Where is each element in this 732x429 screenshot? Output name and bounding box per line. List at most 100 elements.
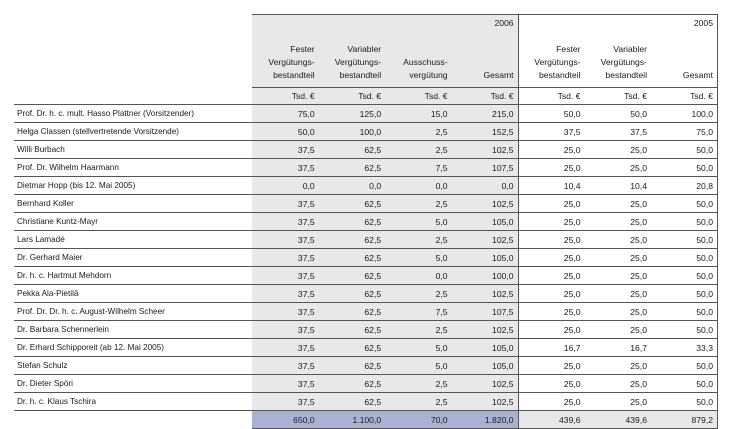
value-2005-cell: 25,0 <box>584 320 651 339</box>
value-2005-cell: 50,0 <box>651 230 718 249</box>
unit-label: Tsd. € <box>252 87 319 105</box>
unit-label: Tsd. € <box>318 87 386 105</box>
value-2006-cell: 37,5 <box>252 392 319 411</box>
value-2005-cell: 37,5 <box>517 122 585 141</box>
member-name: Lars Lamadé <box>14 230 253 249</box>
member-name: Prof. Dr. Dr. h. c. August-Wilhelm Schee… <box>14 302 253 321</box>
col-2005-fixed: Fester Vergütungs-bestandteil <box>517 31 585 88</box>
value-2006-cell: 2,5 <box>385 194 452 213</box>
value-2006-cell: 7,5 <box>385 302 452 321</box>
value-2006-cell: 62,5 <box>318 230 386 249</box>
value-2005-cell: 25,0 <box>584 194 651 213</box>
value-2005-cell: 25,0 <box>584 302 651 321</box>
value-2005-cell: 25,0 <box>517 320 585 339</box>
value-2005-cell: 50,0 <box>584 104 651 123</box>
value-2006-cell: 107,5 <box>451 158 519 177</box>
total-2006-cell: 1.100,0 <box>318 410 386 429</box>
total-2006-cell: 70,0 <box>385 410 452 429</box>
value-2005-cell: 50,0 <box>651 374 718 393</box>
totals-row: 650,0 1.100,0 70,0 1.820,0 439,6 439,6 879,2 <box>14 410 718 429</box>
table-row: Dr. Barbara Schennerlein 37,5 62,5 2,5 102,5… <box>14 320 718 339</box>
table-row: Dr. h. c. Klaus Tschira 37,5 62,5 2,5 102,5 2… <box>14 392 718 411</box>
member-name: Bernhard Koller <box>14 194 253 213</box>
value-2005-cell: 25,0 <box>517 140 585 159</box>
year-header-row: 2006 2005 <box>14 14 719 32</box>
value-2006-cell: 37,5 <box>252 266 319 285</box>
value-2005-cell: 50,0 <box>651 140 718 159</box>
value-2006-cell: 102,5 <box>451 230 519 249</box>
value-2006-cell: 102,5 <box>451 140 519 159</box>
value-2005-cell: 50,0 <box>517 104 585 123</box>
value-2005-cell: 25,0 <box>517 158 585 177</box>
value-2006-cell: 0,0 <box>318 176 386 195</box>
value-2005-cell: 100,0 <box>651 104 718 123</box>
value-2006-cell: 50,0 <box>252 122 319 141</box>
value-2005-cell: 50,0 <box>651 356 718 375</box>
value-2006-cell: 125,0 <box>318 104 386 123</box>
value-2005-cell: 25,0 <box>517 194 585 213</box>
year-2006-header: 2006 <box>252 14 519 31</box>
table-row: Prof. Dr. Dr. h. c. August-Wilhelm Schee… <box>14 302 718 321</box>
value-2005-cell: 50,0 <box>651 302 718 321</box>
total-2005-cell: 439,6 <box>584 410 651 429</box>
value-2006-cell: 5,0 <box>385 248 452 267</box>
value-2005-cell: 25,0 <box>584 392 651 411</box>
value-2005-cell: 50,0 <box>651 212 718 231</box>
value-2005-cell: 25,0 <box>517 284 585 303</box>
value-2006-cell: 2,5 <box>385 392 452 411</box>
value-2006-cell: 15,0 <box>385 104 452 123</box>
value-2006-cell: 5,0 <box>385 212 452 231</box>
value-2006-cell: 62,5 <box>318 284 386 303</box>
table-row: Willi Burbach 37,5 62,5 2,5 102,5 25,0 25,0 50,… <box>14 140 718 159</box>
table-row: Dr. Dieter Spöri 37,5 62,5 2,5 102,5 25,0 25,0… <box>14 374 718 393</box>
value-2005-cell: 25,0 <box>517 248 585 267</box>
value-2006-cell: 75,0 <box>252 104 319 123</box>
value-2006-cell: 102,5 <box>451 284 519 303</box>
value-2006-cell: 37,5 <box>252 248 319 267</box>
value-2005-cell: 33,3 <box>651 338 718 357</box>
value-2006-cell: 0,0 <box>451 176 519 195</box>
value-2006-cell: 37,5 <box>252 212 319 231</box>
value-2006-cell: 62,5 <box>318 374 386 393</box>
member-name: Willi Burbach <box>14 140 253 159</box>
value-2005-cell: 75,0 <box>651 122 718 141</box>
value-2006-cell: 62,5 <box>318 302 386 321</box>
value-2006-cell: 105,0 <box>451 248 519 267</box>
col-2006-fixed: Fester Vergütungs-bestandteil <box>252 31 319 88</box>
value-2005-cell: 25,0 <box>517 230 585 249</box>
value-2006-cell: 37,5 <box>252 338 319 357</box>
value-2005-cell: 25,0 <box>584 140 651 159</box>
value-2006-cell: 2,5 <box>385 320 452 339</box>
value-2006-cell: 62,5 <box>318 140 386 159</box>
totals-blank <box>14 410 253 429</box>
value-2005-cell: 25,0 <box>517 392 585 411</box>
value-2005-cell: 50,0 <box>651 392 718 411</box>
value-2006-cell: 37,5 <box>252 302 319 321</box>
value-2006-cell: 37,5 <box>252 140 319 159</box>
value-2005-cell: 25,0 <box>584 266 651 285</box>
value-2005-cell: 25,0 <box>584 212 651 231</box>
value-2005-cell: 16,7 <box>517 338 585 357</box>
value-2005-cell: 25,0 <box>584 248 651 267</box>
header-blank <box>14 15 252 32</box>
value-2006-cell: 100,0 <box>451 266 519 285</box>
value-2005-cell: 25,0 <box>584 158 651 177</box>
value-2005-cell: 25,0 <box>517 374 585 393</box>
value-2006-cell: 62,5 <box>318 194 386 213</box>
value-2006-cell: 5,0 <box>385 338 452 357</box>
value-2005-cell: 50,0 <box>651 266 718 285</box>
table-row: Prof. Dr. Wilhelm Haarmann 37,5 62,5 7,5 107… <box>14 158 718 177</box>
member-name: Dr. h. c. Hartmut Mehdorn <box>14 266 253 285</box>
value-2006-cell: 7,5 <box>385 158 452 177</box>
value-2006-cell: 0,0 <box>385 266 452 285</box>
value-2006-cell: 37,5 <box>252 320 319 339</box>
value-2006-cell: 5,0 <box>385 356 452 375</box>
value-2005-cell: 10,4 <box>584 176 651 195</box>
value-2005-cell: 50,0 <box>651 284 718 303</box>
value-2006-cell: 102,5 <box>451 374 519 393</box>
value-2006-cell: 62,5 <box>318 338 386 357</box>
unit-row: Tsd. € Tsd. € Tsd. € Tsd. € Tsd. € Tsd. … <box>14 87 718 105</box>
value-2006-cell: 105,0 <box>451 356 519 375</box>
total-2006-cell: 650,0 <box>252 410 319 429</box>
value-2005-cell: 25,0 <box>517 356 585 375</box>
